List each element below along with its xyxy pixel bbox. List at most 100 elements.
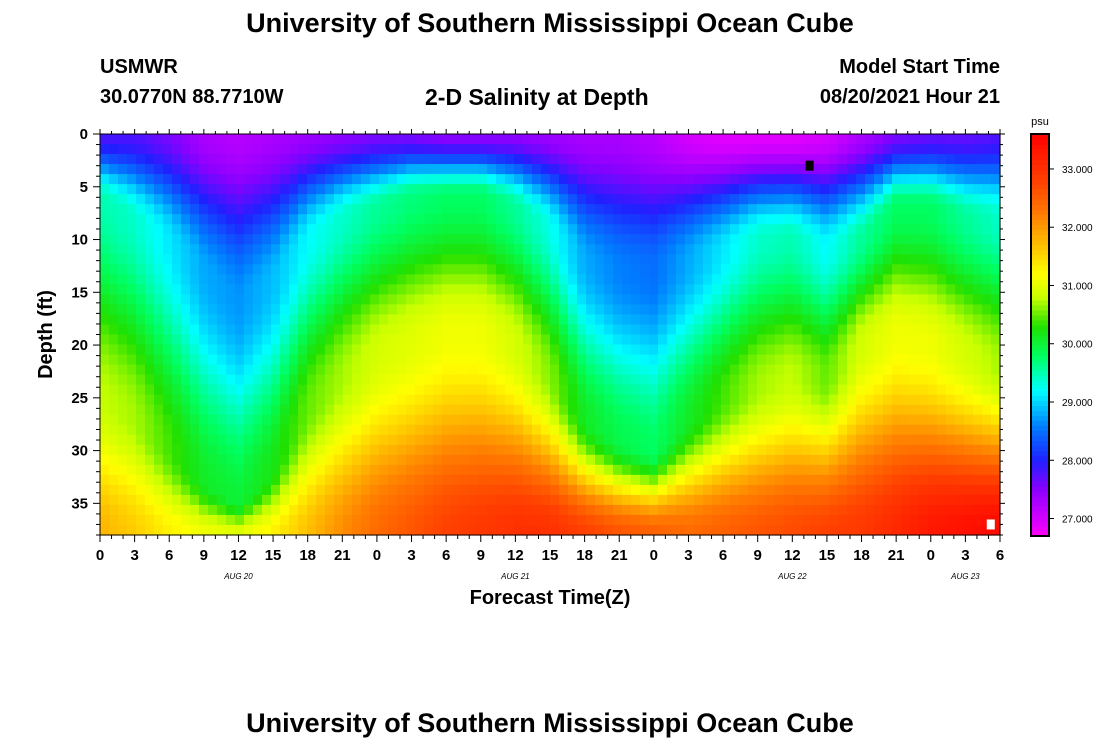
heatmap-cell	[892, 474, 902, 486]
heatmap-cell	[946, 164, 956, 175]
y-tick-label: 10	[71, 232, 88, 249]
x-tick-label: 15	[265, 547, 282, 564]
heatmap-cell	[919, 304, 929, 316]
heatmap-cell	[964, 304, 974, 316]
heatmap-cell	[487, 364, 497, 376]
heatmap-cell	[856, 334, 866, 346]
heatmap-cell	[928, 514, 938, 526]
heatmap-cell	[802, 414, 812, 426]
heatmap-cell	[982, 324, 992, 336]
heatmap-cell	[226, 294, 236, 306]
heatmap-cell	[622, 304, 632, 316]
heatmap-cell	[415, 204, 425, 215]
heatmap-cell	[199, 214, 209, 225]
heatmap-cell	[307, 134, 317, 145]
heatmap-cell	[451, 214, 461, 225]
heatmap-cell	[667, 454, 677, 466]
heatmap-cell	[388, 384, 398, 396]
heatmap-cell	[262, 194, 272, 205]
x-tick-label: 0	[96, 547, 104, 564]
heatmap-cell	[397, 234, 407, 245]
heatmap-cell	[577, 244, 587, 255]
heatmap-cell	[118, 424, 128, 436]
heatmap-cell	[604, 134, 614, 145]
heatmap-cell	[856, 514, 866, 526]
heatmap-cell	[487, 324, 497, 336]
heatmap-cell	[991, 174, 1001, 185]
heatmap-cell	[694, 504, 704, 516]
heatmap-cell	[136, 304, 146, 316]
heatmap-cell	[847, 444, 857, 456]
heatmap-cell	[721, 344, 731, 356]
heatmap-cell	[577, 374, 587, 386]
heatmap-cell	[208, 144, 218, 155]
heatmap-cell	[469, 334, 479, 346]
heatmap-cell	[640, 214, 650, 225]
heatmap-cell	[388, 444, 398, 456]
heatmap-cell	[100, 314, 110, 326]
heatmap-cell	[964, 134, 974, 145]
heatmap-cell	[460, 314, 470, 326]
heatmap-cell	[838, 334, 848, 346]
heatmap-cell	[568, 324, 578, 336]
heatmap-cell	[577, 384, 587, 396]
heatmap-cell	[406, 184, 416, 195]
heatmap-cell	[316, 294, 326, 306]
heatmap-cell	[874, 224, 884, 235]
colorbar-segment	[1031, 335, 1049, 341]
heatmap-cell	[109, 474, 119, 486]
heatmap-cell	[856, 234, 866, 245]
heatmap-cell	[757, 354, 767, 366]
heatmap-cell	[685, 384, 695, 396]
heatmap-cell	[424, 224, 434, 235]
heatmap-cell	[136, 384, 146, 396]
heatmap-cell	[145, 424, 155, 436]
heatmap-cell	[280, 164, 290, 175]
heatmap-cell	[748, 464, 758, 476]
colorbar-segment	[1031, 435, 1049, 442]
heatmap-cell	[532, 354, 542, 366]
heatmap-cell	[523, 304, 533, 316]
heatmap-cell	[658, 204, 668, 215]
heatmap-cell	[568, 344, 578, 356]
heatmap-cell	[235, 444, 245, 456]
heatmap-cell	[802, 504, 812, 516]
heatmap-cell	[397, 414, 407, 426]
heatmap-cell	[739, 184, 749, 195]
heatmap-cell	[487, 314, 497, 326]
heatmap-cell	[226, 384, 236, 396]
heatmap-cell	[964, 174, 974, 185]
heatmap-cell	[208, 214, 218, 225]
heatmap-cell	[694, 524, 704, 536]
page-title: University of Southern Mississippi Ocean…	[246, 8, 854, 38]
heatmap-cell	[307, 494, 317, 506]
colorbar-segment	[1031, 395, 1049, 401]
heatmap-cell	[901, 274, 911, 285]
heatmap-cell	[577, 464, 587, 476]
heatmap-cell	[550, 524, 560, 536]
heatmap-cell	[784, 494, 794, 506]
heatmap-cell	[658, 394, 668, 406]
heatmap-cell	[748, 164, 758, 175]
heatmap-cell	[982, 444, 992, 456]
heatmap-cell	[676, 134, 686, 145]
heatmap-cell	[676, 374, 686, 386]
heatmap-cell	[874, 204, 884, 215]
heatmap-cell	[298, 244, 308, 255]
heatmap-cell	[991, 154, 1001, 165]
heatmap-cell	[892, 284, 902, 296]
heatmap-cell	[154, 294, 164, 306]
heatmap-cell	[442, 254, 452, 265]
heatmap-cell	[172, 454, 182, 466]
heatmap-cell	[775, 144, 785, 155]
heatmap-cell	[757, 174, 767, 185]
heatmap-cell	[586, 394, 596, 406]
heatmap-cell	[244, 334, 254, 346]
heatmap-cell	[793, 194, 803, 205]
heatmap-cell	[154, 174, 164, 185]
heatmap-cell	[973, 304, 983, 316]
heatmap-cell	[640, 484, 650, 496]
heatmap-cell	[910, 364, 920, 376]
x-tick-label: 21	[888, 547, 905, 564]
heatmap-cell	[334, 204, 344, 215]
